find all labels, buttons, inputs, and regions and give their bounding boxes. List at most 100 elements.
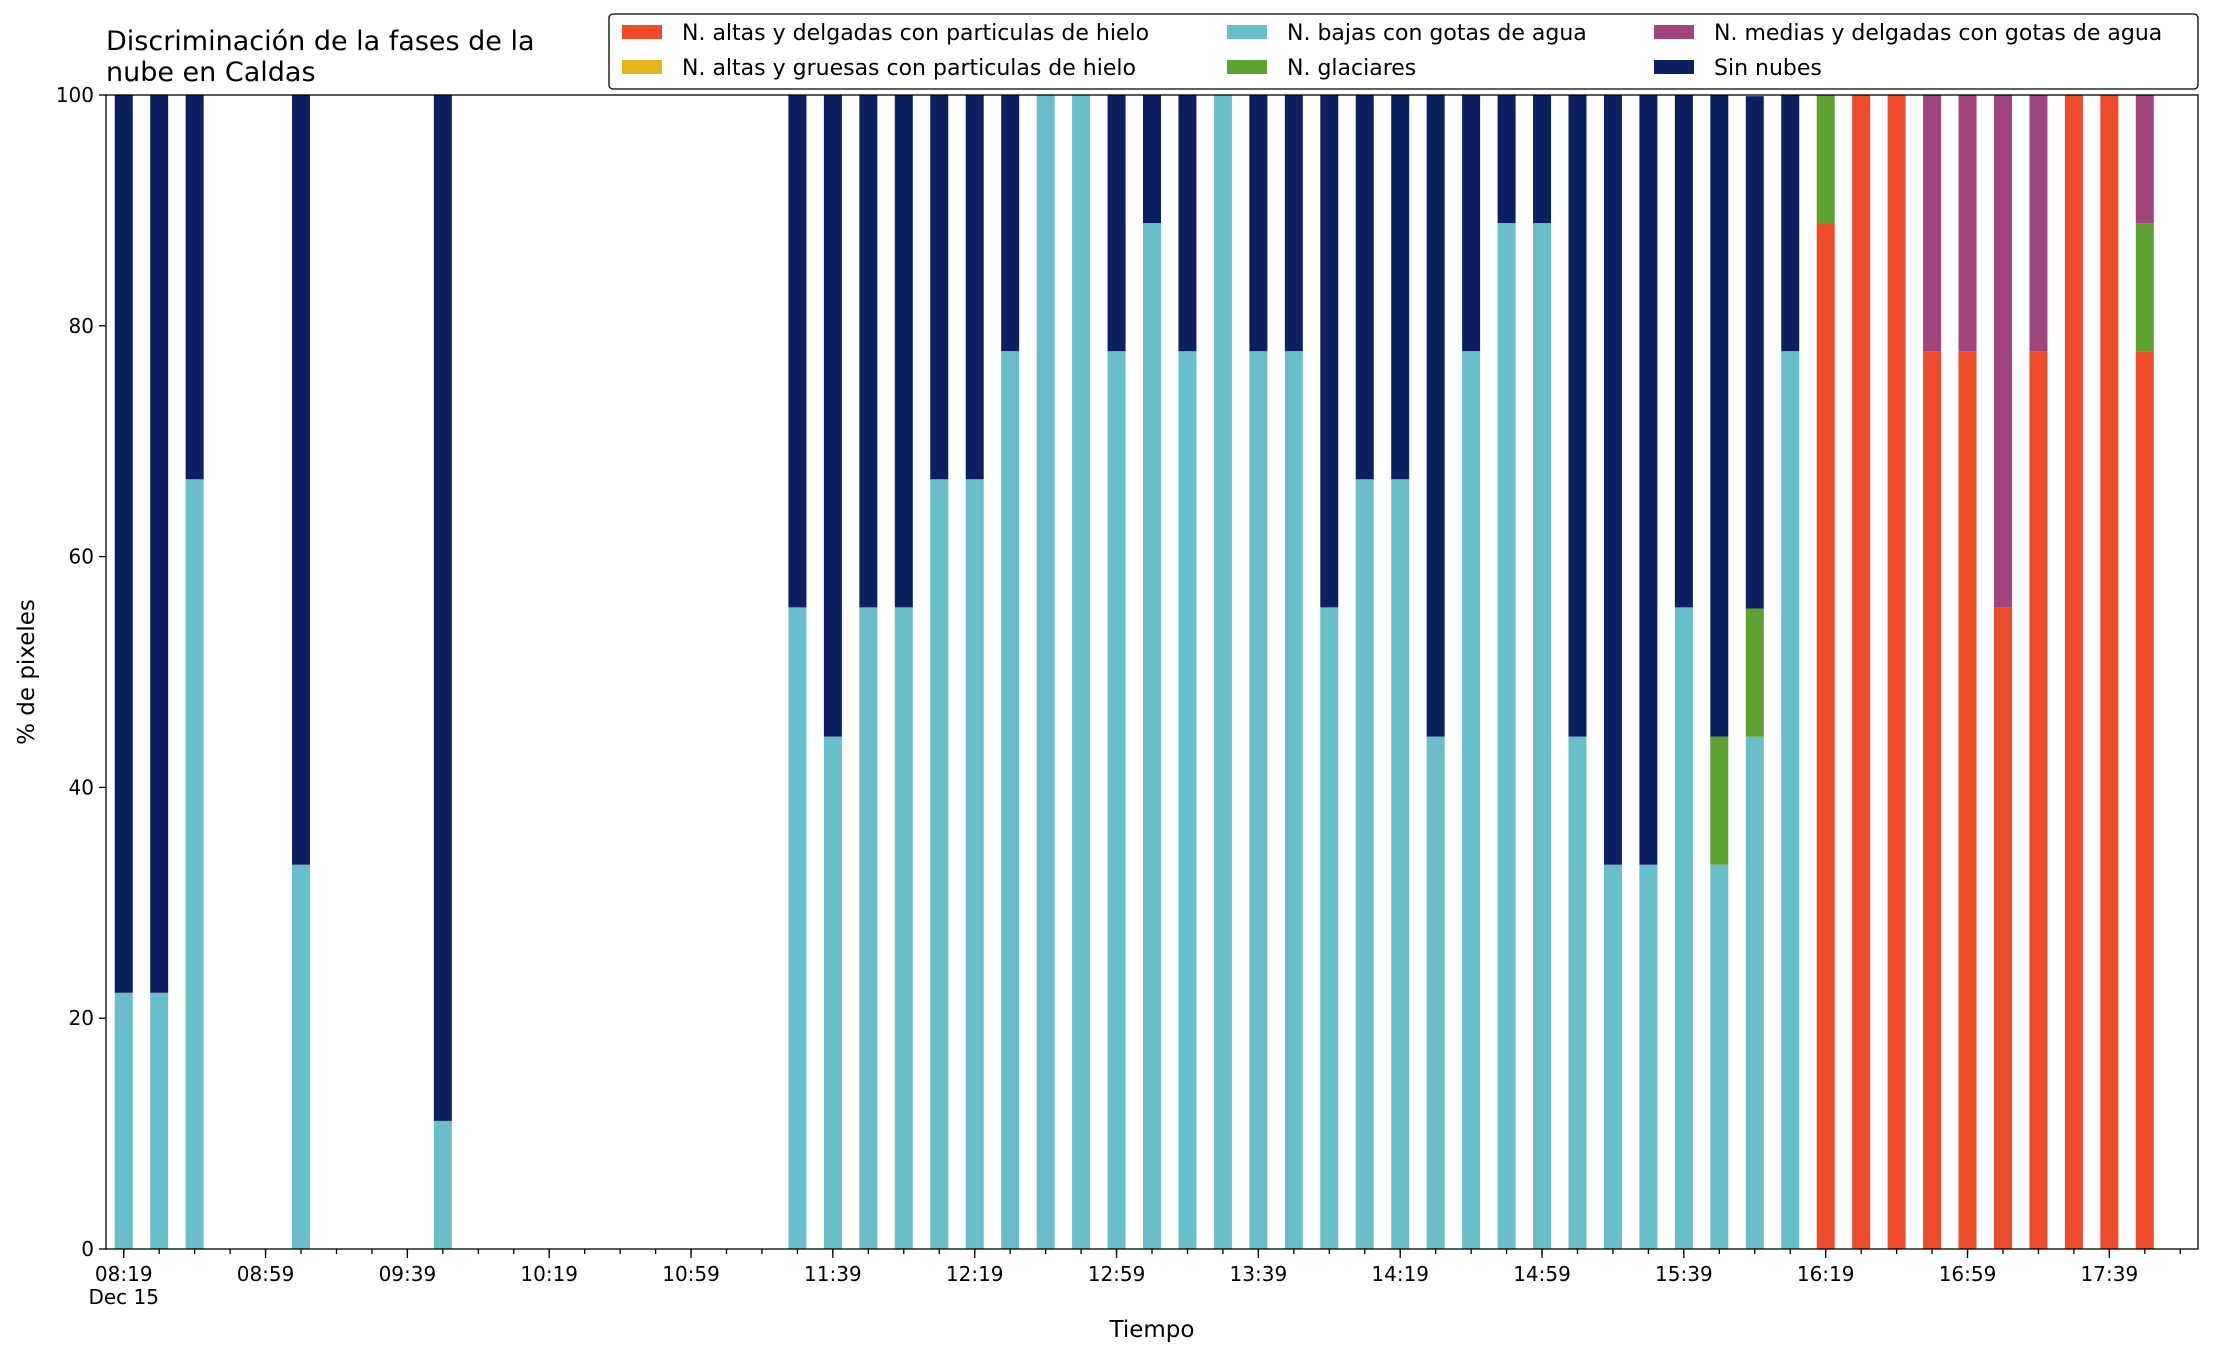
bar-segment	[1284, 95, 1303, 352]
bar-segment	[1958, 351, 1977, 1249]
bar-segment	[1993, 607, 2012, 1249]
bar-segment	[930, 479, 949, 1250]
bar-segment	[1001, 351, 1020, 1249]
bar-segment	[1958, 95, 1977, 352]
bar-segment	[1143, 95, 1161, 224]
bar-segment	[2135, 95, 2154, 224]
bar-segment	[1497, 95, 1516, 224]
bar-segment	[2135, 223, 2154, 352]
legend-label: N. medias y delgadas con gotas de agua	[1714, 21, 2162, 46]
legend-swatch	[622, 60, 662, 74]
bar-segment	[1816, 223, 1835, 1249]
bar-segment	[1072, 95, 1091, 1249]
bar-segment	[2029, 351, 2048, 1249]
bar-segment	[1745, 736, 1764, 1249]
legend-box	[608, 13, 2199, 90]
bar-segment	[1923, 351, 1942, 1249]
bar-segment	[114, 95, 133, 993]
bar-segment	[1568, 95, 1587, 737]
bar-segment	[1639, 864, 1658, 1249]
x-axis-label: Tiempo	[1109, 1317, 1195, 1343]
bar-segment	[859, 607, 878, 1249]
bar-segment	[2064, 95, 2083, 1249]
y-tick-label: 20	[69, 1006, 94, 1030]
bar-segment	[930, 95, 949, 480]
y-tick-label: 40	[69, 775, 94, 799]
bar-segment	[1710, 736, 1729, 865]
y-tick-label: 100	[56, 83, 94, 107]
x-tick-label: 12:59	[1088, 1262, 1146, 1286]
bar-segment	[1391, 479, 1410, 1250]
bar-segment	[150, 992, 169, 1249]
y-tick-label: 80	[69, 314, 94, 338]
bar-segment	[1568, 736, 1587, 1249]
x-tick-label: 16:19	[1797, 1262, 1855, 1286]
x-tick-label: 15:39	[1655, 1262, 1713, 1286]
bar-segment	[1320, 607, 1339, 1249]
bar-segment	[823, 736, 842, 1249]
x-tick-label: 17:39	[2081, 1262, 2139, 1286]
bar-segment	[1284, 351, 1303, 1249]
bar-segment	[1320, 95, 1339, 608]
bar-segment	[965, 479, 984, 1250]
bar-segment	[1107, 95, 1126, 352]
bar-segment	[1249, 351, 1268, 1249]
legend-label: N. glaciares	[1287, 56, 1416, 81]
bar-segment	[1391, 95, 1410, 480]
bar-segment	[1639, 95, 1658, 865]
bar-segment	[1674, 607, 1693, 1249]
bar-segment	[1745, 608, 1764, 737]
bar-segment	[2100, 95, 2119, 1249]
bar-segment	[2135, 351, 2154, 1249]
bar-segment	[1462, 351, 1481, 1249]
bar-segment	[2029, 95, 2048, 352]
legend-label: N. altas y delgadas con particulas de hi…	[682, 21, 1149, 46]
bar-segment	[1107, 351, 1126, 1249]
x-tick-label: 12:19	[946, 1262, 1004, 1286]
bar-segment	[150, 95, 169, 993]
bar-segment	[788, 607, 807, 1249]
x-tick-label: 14:59	[1513, 1262, 1571, 1286]
y-tick-label: 0	[81, 1237, 94, 1261]
legend-swatch	[1654, 60, 1694, 74]
bar-segment	[1781, 351, 1800, 1249]
bar-segment	[1533, 95, 1552, 224]
legend-label: N. altas y gruesas con particulas de hie…	[682, 56, 1136, 81]
bar-segment	[823, 95, 842, 737]
x-tick-label: 13:39	[1230, 1262, 1288, 1286]
bar-segment	[788, 95, 807, 608]
legend-label: Sin nubes	[1714, 56, 1822, 81]
bar-segment	[965, 95, 984, 480]
x-tick-label: 14:19	[1371, 1262, 1429, 1286]
bar-segment	[1710, 864, 1729, 1249]
x-tick-label: 09:39	[379, 1262, 437, 1286]
x-tick-label: 11:39	[804, 1262, 862, 1286]
y-axis-label: % de pixeles	[14, 599, 40, 745]
bar-segment	[1816, 95, 1835, 224]
bar-segment	[1674, 95, 1693, 608]
bar-segment	[1178, 351, 1197, 1249]
bar-segment	[1781, 95, 1800, 352]
x-tick-label: 16:59	[1939, 1262, 1997, 1286]
bar-segment	[1355, 95, 1374, 480]
bar-segment	[1426, 95, 1445, 737]
bar-segment	[894, 607, 913, 1249]
bar-segment	[433, 1120, 452, 1249]
bar-segment	[859, 95, 878, 608]
bar-segment	[1213, 95, 1232, 1249]
bar-segment	[894, 95, 913, 608]
x-tick-label: 08:19 Dec 15	[88, 1262, 159, 1309]
bar-segment	[1178, 95, 1197, 352]
bar-segment	[1249, 95, 1268, 352]
x-tick-label: 08:59	[237, 1262, 295, 1286]
bar-segment	[1001, 95, 1020, 352]
x-tick-label: 10:19	[520, 1262, 578, 1286]
bar-segment	[185, 479, 204, 1250]
bar-segment	[114, 992, 133, 1249]
bar-segment	[1993, 95, 2012, 608]
legend-swatch	[1654, 25, 1694, 39]
bar-segment	[1036, 95, 1055, 1249]
bar-segment	[1745, 96, 1764, 609]
bar-segment	[1533, 223, 1552, 1249]
bar-segment	[1355, 479, 1374, 1250]
